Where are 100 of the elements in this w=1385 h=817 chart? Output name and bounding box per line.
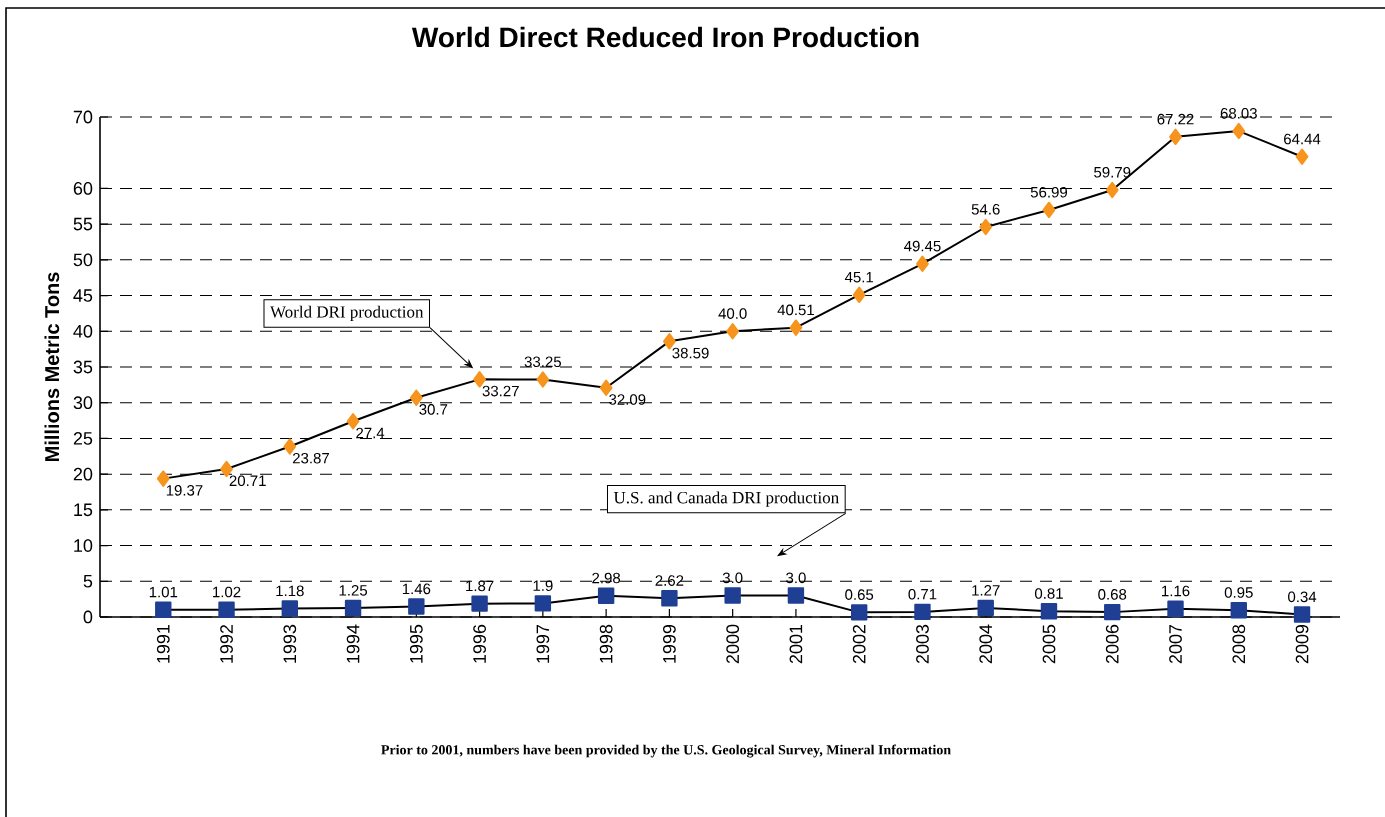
point [599, 379, 613, 396]
data-label: 30.7 [419, 404, 448, 415]
point [914, 603, 931, 621]
point [726, 323, 740, 340]
data-label: 0.68 [1098, 589, 1127, 600]
data-label: 59.79 [1094, 166, 1131, 178]
data-label: 3.0 [722, 572, 743, 584]
text: World DRI production [270, 305, 424, 322]
y-tick-label: 60 [73, 182, 93, 195]
data-label: 32.09 [609, 394, 646, 405]
point [661, 590, 678, 607]
point [789, 319, 803, 336]
y-tick-label: 35 [73, 360, 93, 374]
data-label: 64.44 [1284, 133, 1321, 145]
text: Prior to 2001, numbers have been provided by the U.S. Geological Survey, Mineral Information [381, 744, 951, 758]
data-label: 40.0 [718, 308, 747, 319]
data-label: 40.51 [777, 304, 814, 316]
point [787, 587, 805, 604]
point [916, 255, 929, 272]
point [977, 599, 994, 617]
text: U.S. and Canada DRI production [613, 491, 839, 507]
y-tick-label: 20 [73, 467, 93, 481]
point [1040, 603, 1058, 620]
data-label: 2.62 [655, 575, 684, 586]
point [218, 601, 235, 618]
x-tick-label: 1997 [536, 624, 550, 663]
point [1169, 128, 1182, 146]
point [409, 389, 423, 406]
x-tick-label: 1993 [283, 624, 297, 663]
data-label: 1.02 [213, 586, 241, 598]
point [536, 371, 550, 388]
point [1042, 201, 1056, 219]
data-label: 68.03 [1220, 108, 1257, 119]
y-tick-label: 45 [73, 289, 93, 302]
y-tick-label: 0 [83, 610, 93, 624]
y-tick-label: 50 [73, 253, 93, 267]
x-tick-label: 2001 [789, 624, 803, 664]
data-label: 45.1 [844, 271, 874, 283]
x-tick-label: 2009 [1295, 624, 1309, 664]
y-tick-label: 70 [73, 110, 93, 124]
point [534, 595, 552, 612]
point [1232, 122, 1246, 140]
x-tick-label: 2008 [1232, 624, 1246, 664]
y-tick-label: 25 [73, 432, 93, 445]
x-tick-label: 2004 [979, 624, 993, 664]
point [979, 218, 993, 236]
data-label: 1.16 [1162, 585, 1190, 597]
point [344, 599, 362, 617]
data-label: 23.87 [292, 452, 329, 464]
data-label: 19.37 [166, 485, 203, 496]
data-label: 0.81 [1034, 588, 1063, 599]
x-tick-label: 2006 [1105, 624, 1119, 664]
point [597, 587, 615, 604]
x-tick-label: 1996 [473, 624, 486, 663]
data-label: 1.87 [466, 580, 494, 592]
data-label: 38.59 [672, 347, 709, 359]
data-label: 1.01 [149, 586, 178, 598]
x-tick-label: 2000 [726, 624, 740, 664]
x-tick-label: 2003 [916, 624, 929, 664]
data-label: 1.18 [276, 585, 304, 597]
data-label: 54.6 [971, 203, 1000, 215]
y-axis-title: Millions Metric Tons [44, 272, 60, 462]
point [471, 595, 488, 612]
point [850, 604, 868, 621]
data-label: 0.95 [1224, 587, 1253, 598]
point [1105, 181, 1119, 199]
point [156, 470, 170, 487]
point [155, 601, 172, 618]
point [408, 598, 425, 615]
point [281, 600, 298, 617]
data-label: 1.9 [533, 580, 553, 592]
point [1293, 606, 1311, 623]
point [1167, 600, 1184, 617]
x-tick-label: 1991 [156, 624, 170, 663]
y-tick-label: 15 [74, 503, 93, 517]
chart-title: World Direct Reduced Iron Production [411, 26, 919, 48]
x-tick-label: 2002 [852, 624, 866, 664]
x-tick-label: 1995 [409, 624, 423, 663]
point [724, 587, 741, 604]
data-label: 67.22 [1157, 113, 1194, 125]
point [1104, 603, 1121, 621]
data-label: 1.27 [972, 585, 1000, 596]
point [283, 438, 297, 455]
data-label: 1.46 [402, 583, 431, 595]
data-label: 2.98 [592, 572, 621, 584]
data-label: 0.65 [845, 589, 874, 600]
point [1230, 602, 1247, 619]
data-label: 3.0 [786, 572, 806, 584]
x-tick-label: 1998 [599, 624, 613, 663]
y-tick-label: 30 [73, 396, 93, 410]
data-label: 0.34 [1288, 591, 1317, 603]
x-tick-label: 2007 [1169, 624, 1182, 664]
data-label: 0.71 [908, 588, 937, 600]
x-tick-label: 2005 [1042, 624, 1056, 664]
y-tick-label: 5 [83, 574, 93, 588]
data-label: 20.71 [229, 475, 266, 487]
point [852, 286, 866, 304]
y-tick-label: 10 [74, 539, 93, 552]
data-label: 33.25 [524, 356, 561, 368]
x-tick-label: 1994 [346, 624, 360, 663]
